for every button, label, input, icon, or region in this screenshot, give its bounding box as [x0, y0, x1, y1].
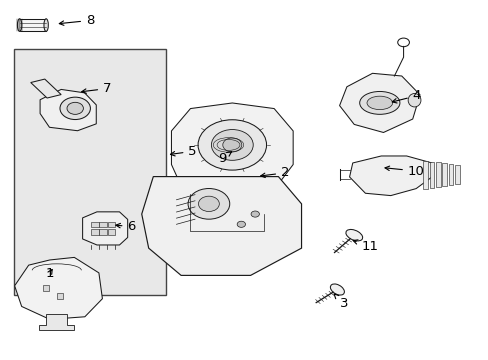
Bar	[107, 222, 115, 228]
Bar	[99, 229, 106, 235]
Bar	[58, 293, 63, 299]
Text: 7: 7	[81, 82, 111, 95]
Text: 11: 11	[352, 240, 378, 253]
Text: 6: 6	[116, 220, 136, 233]
Ellipse shape	[407, 94, 420, 107]
Ellipse shape	[211, 130, 253, 160]
Ellipse shape	[345, 229, 362, 241]
Bar	[423, 161, 427, 189]
Polygon shape	[339, 73, 419, 132]
Ellipse shape	[188, 189, 229, 219]
Ellipse shape	[198, 120, 266, 170]
Text: 1: 1	[45, 267, 54, 280]
Ellipse shape	[223, 138, 242, 152]
Bar	[429, 162, 433, 188]
Ellipse shape	[67, 102, 83, 114]
Bar	[91, 229, 99, 235]
Bar	[91, 222, 99, 228]
Bar	[107, 229, 115, 235]
Bar	[448, 165, 452, 185]
Text: 10: 10	[384, 165, 424, 177]
Polygon shape	[31, 79, 61, 98]
Ellipse shape	[44, 19, 48, 31]
Bar	[43, 285, 49, 291]
Bar	[20, 19, 46, 31]
Bar	[435, 162, 440, 187]
Polygon shape	[142, 177, 301, 275]
Text: 2: 2	[260, 166, 289, 179]
Text: 9: 9	[217, 152, 231, 165]
Polygon shape	[349, 156, 431, 195]
Ellipse shape	[366, 96, 392, 110]
Ellipse shape	[330, 284, 344, 295]
Polygon shape	[15, 257, 102, 319]
Ellipse shape	[250, 211, 259, 217]
Polygon shape	[40, 89, 96, 131]
Ellipse shape	[60, 97, 90, 120]
Ellipse shape	[198, 196, 219, 212]
Text: 5: 5	[170, 145, 197, 158]
Bar	[442, 163, 446, 186]
Ellipse shape	[237, 221, 245, 228]
Ellipse shape	[359, 91, 399, 114]
Polygon shape	[39, 314, 74, 330]
Ellipse shape	[18, 19, 22, 31]
Text: 8: 8	[59, 14, 94, 27]
Bar	[99, 222, 106, 228]
Bar	[454, 165, 459, 184]
Polygon shape	[171, 103, 293, 190]
Bar	[14, 49, 165, 295]
Text: 4: 4	[391, 89, 420, 103]
Polygon shape	[82, 212, 127, 245]
Text: 3: 3	[333, 294, 347, 310]
